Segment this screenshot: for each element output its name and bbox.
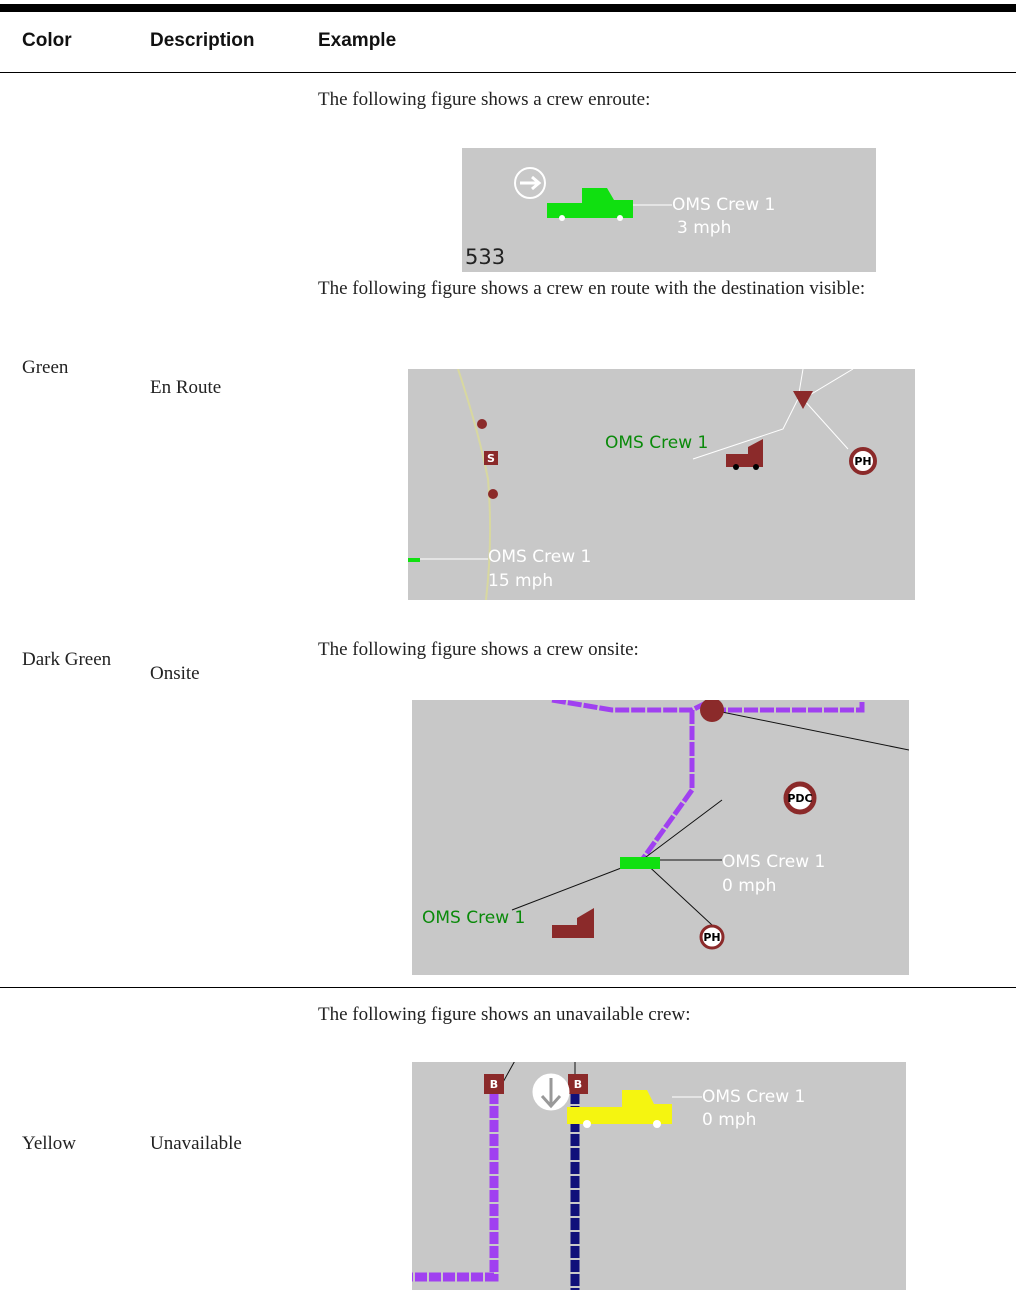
figure: 533 OMS Crew 1 3 mph bbox=[462, 148, 876, 272]
header-cell: Color bbox=[22, 30, 72, 51]
figure: OMS Crew 1 OMS Crew 1 15 mph S PH bbox=[408, 369, 915, 600]
figure-label: 533 bbox=[465, 245, 505, 269]
description-cell: En Route bbox=[150, 377, 222, 398]
figure-label: 0 mph bbox=[722, 876, 776, 896]
figure-label: OMS Crew 1 bbox=[702, 1087, 805, 1107]
description-cell: Unavailable bbox=[150, 1133, 242, 1154]
figure-label: PH bbox=[854, 455, 871, 468]
color-cell: Dark Green bbox=[22, 649, 112, 670]
figure-label: OMS Crew 1 bbox=[672, 195, 775, 215]
color-cell: Green bbox=[22, 357, 69, 378]
caption: The following figure shows a crew en rou… bbox=[318, 278, 866, 299]
figure-label: B bbox=[490, 1078, 498, 1091]
figure-label: OMS Crew 1 bbox=[488, 547, 591, 567]
caption: The following figure shows a crew onsite… bbox=[318, 639, 639, 660]
caption: The following figure shows a crew enrout… bbox=[318, 89, 651, 110]
row-rule bbox=[0, 987, 1016, 988]
figure-label: PH bbox=[703, 931, 720, 944]
figure: B B OMS Crew 1 0 mph bbox=[412, 1062, 906, 1290]
figure-label: PDC bbox=[787, 792, 812, 805]
color-cell: Yellow bbox=[22, 1133, 77, 1154]
caption: The following figure shows an unavailabl… bbox=[318, 1004, 691, 1025]
figure-label: OMS Crew 1 bbox=[422, 908, 525, 928]
header-cell: Description bbox=[150, 30, 255, 51]
figure-label: B bbox=[574, 1078, 582, 1091]
top-rule bbox=[0, 4, 1016, 12]
figure-label: OMS Crew 1 bbox=[722, 852, 825, 872]
header-rule bbox=[0, 72, 1016, 73]
figure-label: S bbox=[487, 452, 495, 465]
header-cell: Example bbox=[318, 30, 397, 51]
description-cell: Onsite bbox=[150, 663, 200, 684]
figure-label: 0 mph bbox=[702, 1110, 756, 1130]
figure-label: OMS Crew 1 bbox=[605, 433, 708, 453]
figure-label: 3 mph bbox=[677, 218, 731, 238]
figure-label: 15 mph bbox=[488, 571, 553, 591]
figure: PDC OMS Crew 1 0 mph OMS Crew 1 PH bbox=[412, 700, 909, 975]
